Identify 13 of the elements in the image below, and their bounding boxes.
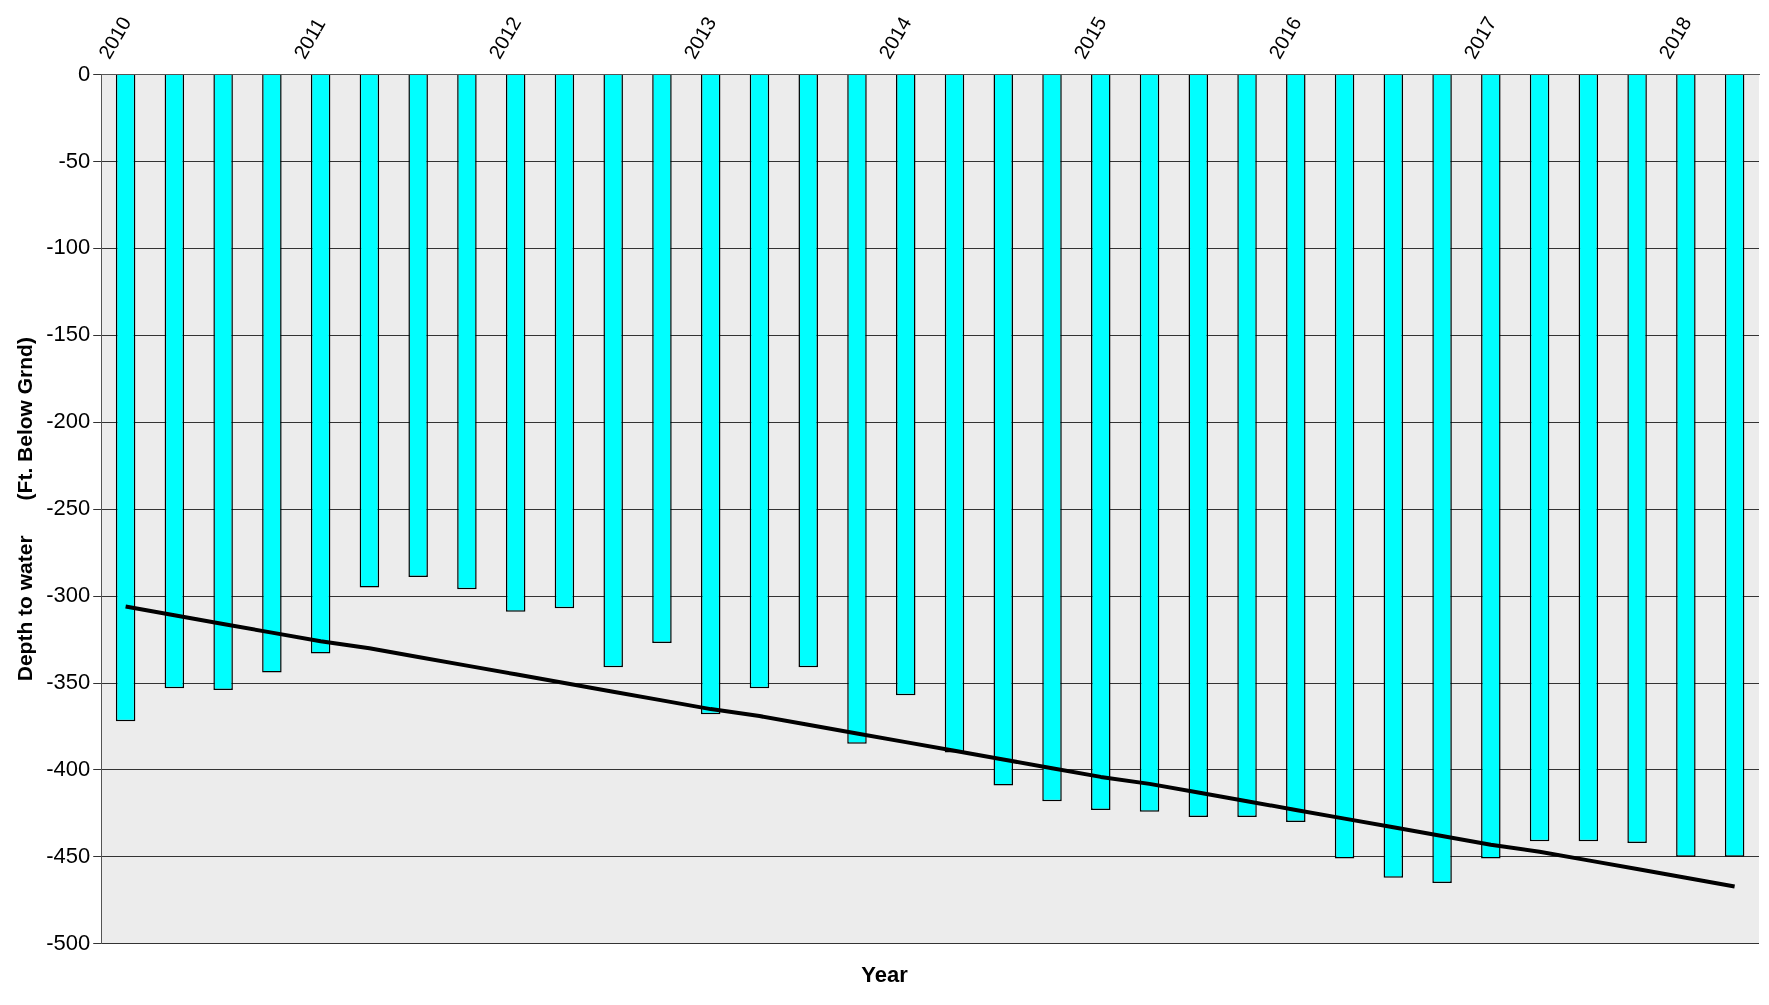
y-tick-label: -350	[46, 669, 91, 695]
y-tick-label: 0	[77, 60, 91, 86]
y-tick-label: -250	[46, 495, 91, 521]
y-tick-label: -200	[46, 408, 91, 434]
y-tick-label: -500	[46, 929, 91, 955]
y-tick-label: -150	[46, 321, 91, 347]
y-tick-label: -50	[58, 147, 91, 173]
y-tick-label: -300	[46, 582, 91, 608]
y-axis-title: Depth to water (Ft. Below Grnd)	[13, 337, 37, 682]
y-tick-label: -400	[46, 756, 91, 782]
x-axis-title: Year	[860, 962, 909, 988]
y-tick-label: -450	[46, 842, 91, 868]
y-tick-label: -100	[46, 234, 91, 260]
